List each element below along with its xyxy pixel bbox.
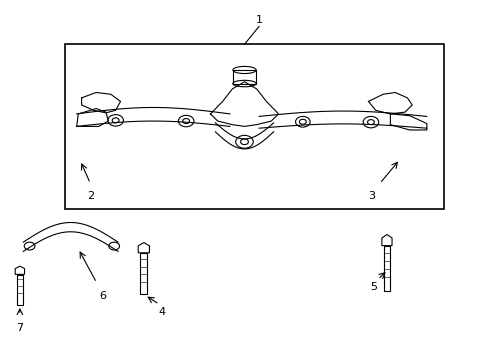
- Polygon shape: [210, 82, 278, 126]
- Polygon shape: [389, 114, 426, 130]
- Polygon shape: [368, 93, 411, 114]
- Text: 3: 3: [367, 191, 374, 201]
- Text: 7: 7: [16, 323, 23, 333]
- Text: 1: 1: [255, 15, 262, 24]
- Bar: [232, 70, 256, 84]
- Text: 5: 5: [369, 282, 376, 292]
- Text: 2: 2: [86, 191, 94, 201]
- Bar: [64, 44, 443, 208]
- Polygon shape: [81, 93, 120, 113]
- Polygon shape: [77, 109, 108, 126]
- Text: 4: 4: [158, 307, 165, 317]
- Text: 6: 6: [99, 291, 106, 301]
